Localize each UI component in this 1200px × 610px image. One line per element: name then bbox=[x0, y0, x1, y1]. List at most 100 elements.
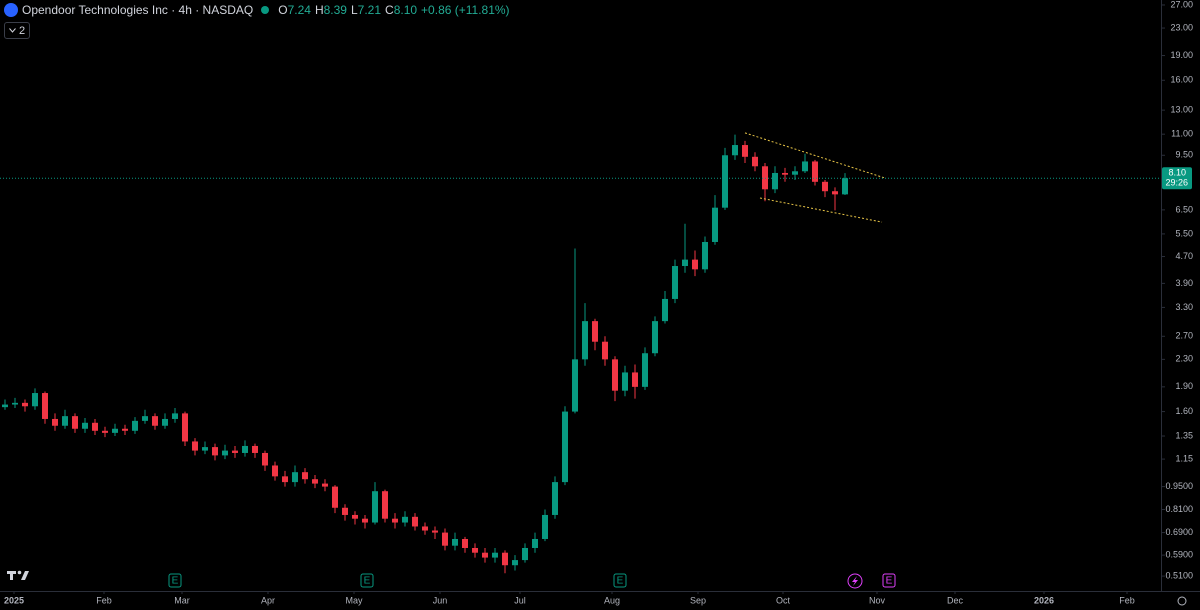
x-tick-label: Feb bbox=[96, 595, 112, 605]
x-tick-label: Jun bbox=[433, 595, 448, 605]
trendline bbox=[759, 197, 883, 223]
candle-body bbox=[722, 155, 728, 208]
candle-body bbox=[82, 422, 88, 429]
candle-body bbox=[172, 413, 178, 419]
indicator-toggle[interactable]: 2 bbox=[4, 22, 30, 39]
y-tick-label: 9.50 bbox=[1175, 150, 1193, 160]
candle-body bbox=[372, 491, 378, 523]
candle-body bbox=[792, 171, 798, 175]
candle-body bbox=[602, 341, 608, 360]
candle-body bbox=[782, 172, 788, 175]
ohlc-key: L bbox=[350, 3, 358, 17]
y-tick-label: 0.8100 bbox=[1165, 504, 1193, 514]
candle-body bbox=[512, 560, 518, 566]
candle-body bbox=[22, 402, 28, 407]
candle-body bbox=[152, 416, 158, 426]
tv-logo bbox=[7, 570, 29, 580]
symbol-title[interactable]: Opendoor Technologies Inc · 4h · NASDAQ bbox=[22, 3, 254, 17]
candle-body bbox=[482, 552, 488, 558]
y-tick-label: 6.50 bbox=[1175, 204, 1193, 214]
candle-body bbox=[282, 476, 288, 483]
candle-body bbox=[422, 526, 428, 531]
earnings-label: E bbox=[886, 576, 893, 587]
change: +0.86 (+11.81%) bbox=[421, 3, 510, 17]
last-price-label: 8.10 bbox=[1168, 168, 1186, 178]
candle-body bbox=[112, 428, 118, 433]
y-tick-label: 1.15 bbox=[1175, 453, 1193, 463]
candle-body bbox=[202, 447, 208, 451]
y-tick-label: 3.90 bbox=[1175, 278, 1193, 288]
candle-body bbox=[432, 530, 438, 533]
earnings-badge[interactable] bbox=[360, 573, 374, 588]
candle-body bbox=[12, 402, 18, 405]
candle-body bbox=[822, 181, 828, 192]
ohlc-key: C bbox=[385, 3, 394, 17]
candle-body bbox=[732, 145, 738, 156]
y-tick-label: 1.60 bbox=[1175, 406, 1193, 416]
candle-body bbox=[412, 516, 418, 527]
event-badges: E E E E bbox=[168, 573, 896, 589]
candle-body bbox=[312, 479, 318, 484]
candle-body bbox=[652, 321, 658, 354]
candle-body bbox=[352, 514, 358, 519]
x-tick-label: Dec bbox=[947, 595, 964, 605]
candle-body bbox=[392, 518, 398, 523]
candle-body bbox=[72, 416, 78, 429]
x-tick-label: Mar bbox=[174, 595, 190, 605]
candle-body bbox=[232, 450, 238, 453]
chevron bbox=[9, 28, 16, 33]
candle-body bbox=[542, 514, 548, 539]
y-tick-label: 13.00 bbox=[1170, 105, 1193, 115]
earnings-badge[interactable] bbox=[168, 573, 182, 588]
candle-body bbox=[52, 418, 58, 426]
candle-body bbox=[462, 538, 468, 548]
trendline bbox=[744, 132, 886, 179]
news-badge[interactable] bbox=[847, 573, 863, 589]
x-tick-label: Jul bbox=[514, 595, 526, 605]
candle-body bbox=[832, 191, 838, 195]
candle-body bbox=[502, 552, 508, 566]
candle-body bbox=[662, 298, 668, 322]
candle-body bbox=[262, 452, 268, 466]
candle-body bbox=[442, 532, 448, 546]
y-tick-label: 19.00 bbox=[1170, 50, 1193, 60]
candle-body bbox=[742, 145, 748, 157]
indicator-count: 2 bbox=[18, 24, 26, 37]
y-tick-label: 2.30 bbox=[1175, 354, 1193, 364]
ohlc-key: H bbox=[314, 3, 324, 17]
candle-body bbox=[322, 483, 328, 487]
candle-body bbox=[142, 416, 148, 421]
ohlc-value: 7.21 bbox=[357, 3, 382, 17]
candle-body bbox=[492, 552, 498, 558]
news-icon bbox=[852, 576, 858, 586]
candle-body bbox=[842, 178, 848, 195]
candle-body bbox=[162, 418, 168, 426]
ohlc-value: 8.10 bbox=[393, 3, 418, 17]
candle-body bbox=[92, 422, 98, 431]
y-tick-label: 0.6900 bbox=[1165, 527, 1193, 537]
plot-area bbox=[0, 132, 1160, 574]
candle-body bbox=[242, 445, 248, 453]
candle-body bbox=[672, 266, 678, 299]
candle-body bbox=[772, 172, 778, 190]
candle-body bbox=[552, 482, 558, 515]
symbol-logo bbox=[4, 3, 18, 17]
y-tick-label: 27.00 bbox=[1170, 0, 1193, 9]
earnings-badge[interactable] bbox=[882, 573, 896, 588]
y-tick-label: 23.00 bbox=[1170, 22, 1193, 32]
y-tick-label: 4.70 bbox=[1175, 251, 1193, 261]
settings-icon[interactable] bbox=[1177, 596, 1187, 606]
candle-body bbox=[212, 447, 218, 456]
x-tick-label: Sep bbox=[690, 595, 706, 605]
ohlc-key: O bbox=[278, 3, 288, 17]
x-tick-label: Aug bbox=[604, 595, 620, 605]
candle-body bbox=[532, 538, 538, 548]
candle-body bbox=[32, 393, 38, 407]
symbol-legend: Opendoor Technologies Inc · 4h · NASDAQ … bbox=[4, 3, 510, 17]
candle-body bbox=[42, 393, 48, 419]
candle-body bbox=[642, 353, 648, 387]
market-status bbox=[261, 6, 270, 14]
earnings-badge[interactable] bbox=[613, 573, 627, 588]
candle-body bbox=[592, 321, 598, 342]
